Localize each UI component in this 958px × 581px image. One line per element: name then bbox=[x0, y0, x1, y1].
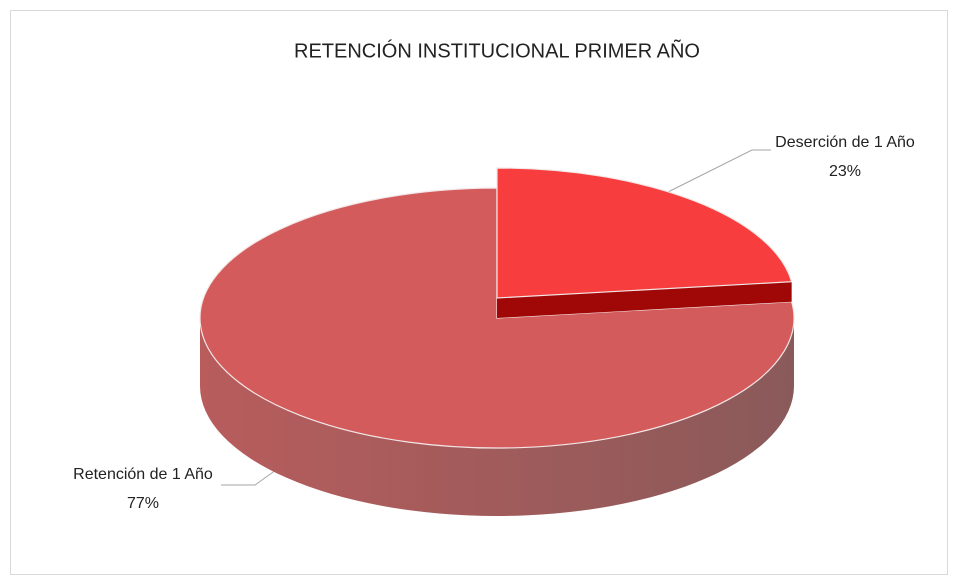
category-label: Deserción de 1 Año bbox=[775, 134, 915, 151]
pie-slice bbox=[199, 187, 795, 449]
category-label: Retención de 1 Año bbox=[73, 466, 213, 483]
pie-wall bbox=[497, 281, 792, 318]
value-label: 77% bbox=[126, 495, 160, 512]
pie bbox=[199, 167, 795, 516]
pie-slice bbox=[496, 167, 793, 299]
leader-line bbox=[667, 149, 771, 193]
data-label: Deserción de 1 Año 23% bbox=[770, 128, 920, 186]
value-label: 23% bbox=[828, 163, 862, 180]
data-label: Retención de 1 Año 77% bbox=[68, 460, 218, 518]
pie-side bbox=[200, 318, 794, 516]
chart-title: RETENCIÓN INSTITUCIONAL PRIMER AÑO bbox=[294, 38, 700, 62]
